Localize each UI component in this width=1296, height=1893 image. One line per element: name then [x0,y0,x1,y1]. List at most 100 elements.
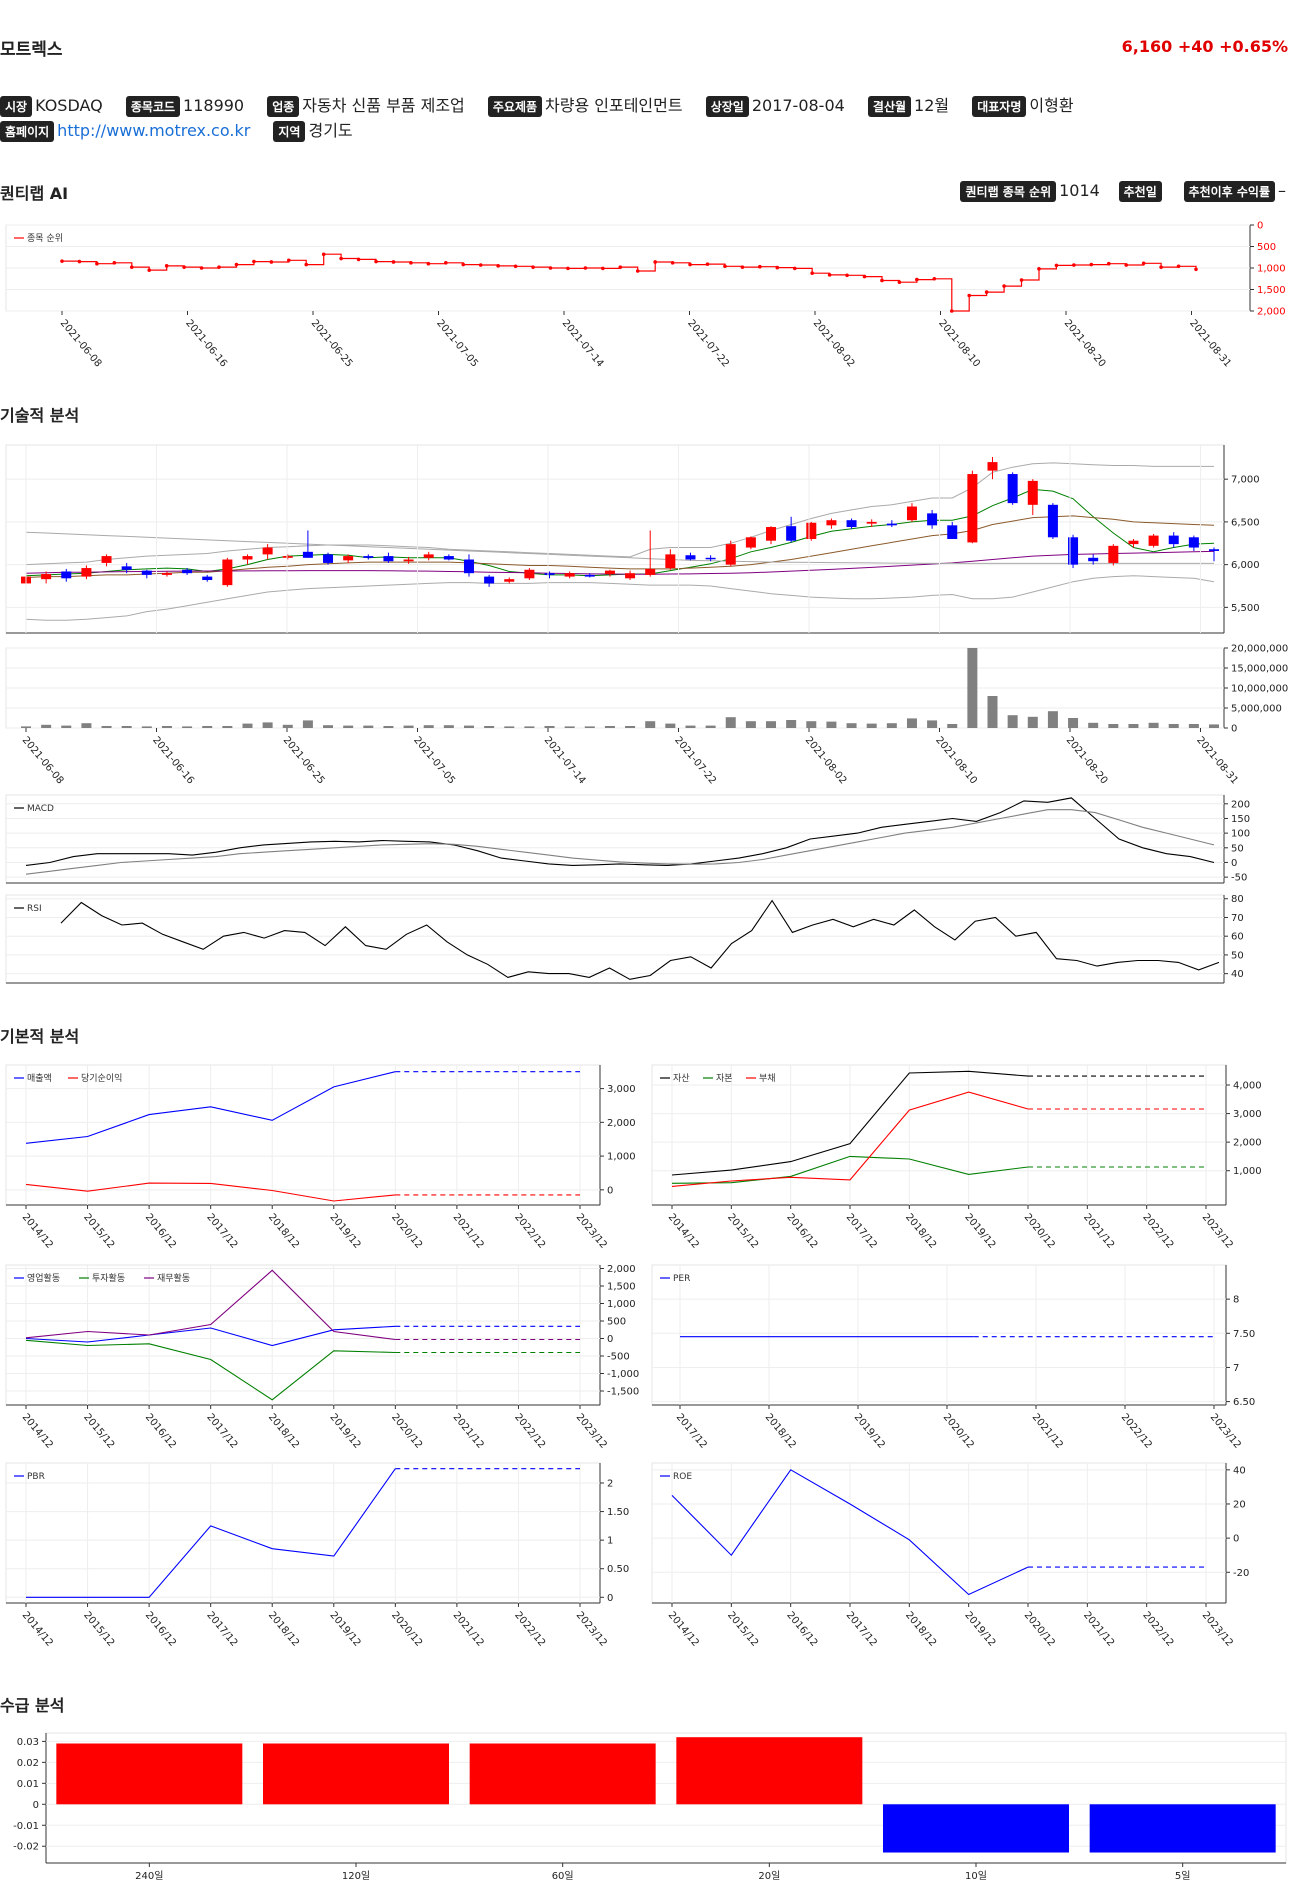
volume-bar [161,726,172,728]
revenue-chart-x-tick-label: 2018/12 [266,1212,301,1251]
volume-bar [584,726,595,728]
candle-body [202,576,213,581]
revenue-chart-legend-label: 매출액 [27,1072,52,1084]
candle-body [1168,535,1179,545]
fundamental-section-title: 기본적 분석 [0,1027,80,1046]
volume-bar [1148,722,1159,728]
revenue-chart-x-tick-label: 2015/12 [81,1212,116,1251]
volume-bar [262,722,273,728]
market-tag: 시장 [0,96,33,117]
roe-chart-x-tick-label: 2017/12 [844,1610,879,1649]
cashflow-chart-x-tick-label: 2017/12 [204,1412,239,1451]
candle-body [987,462,998,471]
cashflow-chart-legend-label: 투자활동 [92,1272,125,1284]
supply-chart-x-tick-label: 240일 [135,1870,163,1882]
cashflow-line-재무활동 [25,1269,396,1341]
rank-point [635,269,640,273]
rank-point [112,261,117,265]
volume-chart-x-tick-label: 2021-07-22 [672,735,718,787]
volume-bar [665,723,676,728]
candle-body [302,551,313,558]
candle-body [685,555,696,560]
pbr-chart-x-tick-label: 2015/12 [81,1610,116,1649]
rsi-chart-legend: RSI [14,904,42,914]
rank-point [566,266,570,271]
supply-bar [676,1737,863,1805]
candle-body [463,559,474,574]
supply-chart-x-tick-label: 5일 [1175,1870,1191,1882]
balance-chart-x-tick-label: 2020/12 [1022,1212,1057,1251]
roe-chart-frame [651,1462,1227,1604]
volume-chart-x-tick-label: 2021-06-16 [150,735,196,787]
volume-bar [826,721,837,728]
rank-chart-y-tick-label: 0 [1257,221,1263,232]
candle-body [906,506,917,521]
balance-chart-x-tick-label: 2023/12 [1200,1212,1235,1251]
balance-chart-legend-label: 자산 [673,1073,690,1084]
balance-chart-y-tick-label: 3,000 [1233,1109,1262,1120]
cashflow-line-영업활동 [25,1325,396,1347]
balance-chart-y-tick-label: 4,000 [1233,1081,1262,1092]
candle-body [81,568,92,577]
volume-bar [766,721,777,728]
candle-body [1209,549,1219,551]
volume-bar [1188,724,1199,728]
volume-bar [81,723,92,728]
roe-chart-x-tick-label: 2019/12 [962,1610,997,1649]
rank-chart-x-tick-label: 2021-06-25 [309,318,355,370]
cashflow-chart-x-tick-label: 2020/12 [389,1412,424,1451]
revenue-chart-y-tick-label: 1,000 [607,1152,636,1163]
technical-section-title: 기술적 분석 [0,406,80,425]
volume-bar [866,723,877,728]
rank-point [1176,264,1181,269]
candle-body [625,573,636,579]
rank-chart-x-tick-label: 2021-07-05 [434,318,480,370]
rank-point [740,265,745,269]
code-tag: 종목코드 [125,96,181,117]
candle-body [403,559,414,562]
candle-body [927,513,938,526]
roe-chart-legend: ROE [660,1472,692,1482]
volume-bar [745,721,756,728]
rank-point [356,257,361,262]
roe-chart-x-tick-label: 2021/12 [1081,1610,1116,1649]
candle-body [604,570,615,575]
rank-chart-x-tick-label: 2021-06-16 [183,318,229,370]
revenue-chart-x-tick-label: 2016/12 [143,1212,178,1251]
pbr-chart-y-tick-label: 0.50 [607,1564,629,1575]
supply-chart-y-tick-label: 0.02 [17,1758,39,1769]
balance-line-자본 [671,1155,1029,1184]
per-chart-legend-label: PER [673,1274,690,1284]
candle-body [61,571,72,579]
macd-chart-frame [5,794,1225,884]
rank-point [321,252,326,257]
supply-bar [883,1804,1069,1853]
candle-body [806,522,817,539]
supply-chart-x-tick-label: 120일 [342,1870,370,1882]
rank-chart-legend-label: 종목 순위 [27,233,63,244]
per-chart-x-tick-label: 2020/12 [941,1412,976,1451]
supply-section-title: 수급 분석 [0,1696,65,1715]
candle-body [1068,537,1079,565]
roe-chart-x-tick-label: 2023/12 [1200,1610,1235,1649]
candle-body [544,573,555,575]
volume-bar [544,726,555,728]
volume-bar [1168,724,1179,728]
rsi-chart-y-tick-label: 40 [1231,969,1244,980]
roe-chart-x-tick-label: 2020/12 [1022,1610,1057,1649]
industry-tag: 업종 [267,96,300,117]
price-change: +40 [1177,37,1214,56]
homepage-link[interactable]: http://www.motrex.co.kr [57,121,251,140]
volume-chart-y-tick-label: 0 [1231,724,1237,735]
rank-point [880,278,884,283]
rank-point [984,290,989,294]
candle-body [443,556,454,560]
macd-chart-legend-label: MACD [27,804,54,814]
candle-body [423,554,434,558]
volume-bar [1209,724,1219,728]
candle-body [101,556,112,563]
rank-point [949,309,954,313]
rsi-line [60,899,1220,980]
rsi-chart-y-tick-label: 70 [1231,913,1244,924]
volume-bar [1068,718,1079,728]
